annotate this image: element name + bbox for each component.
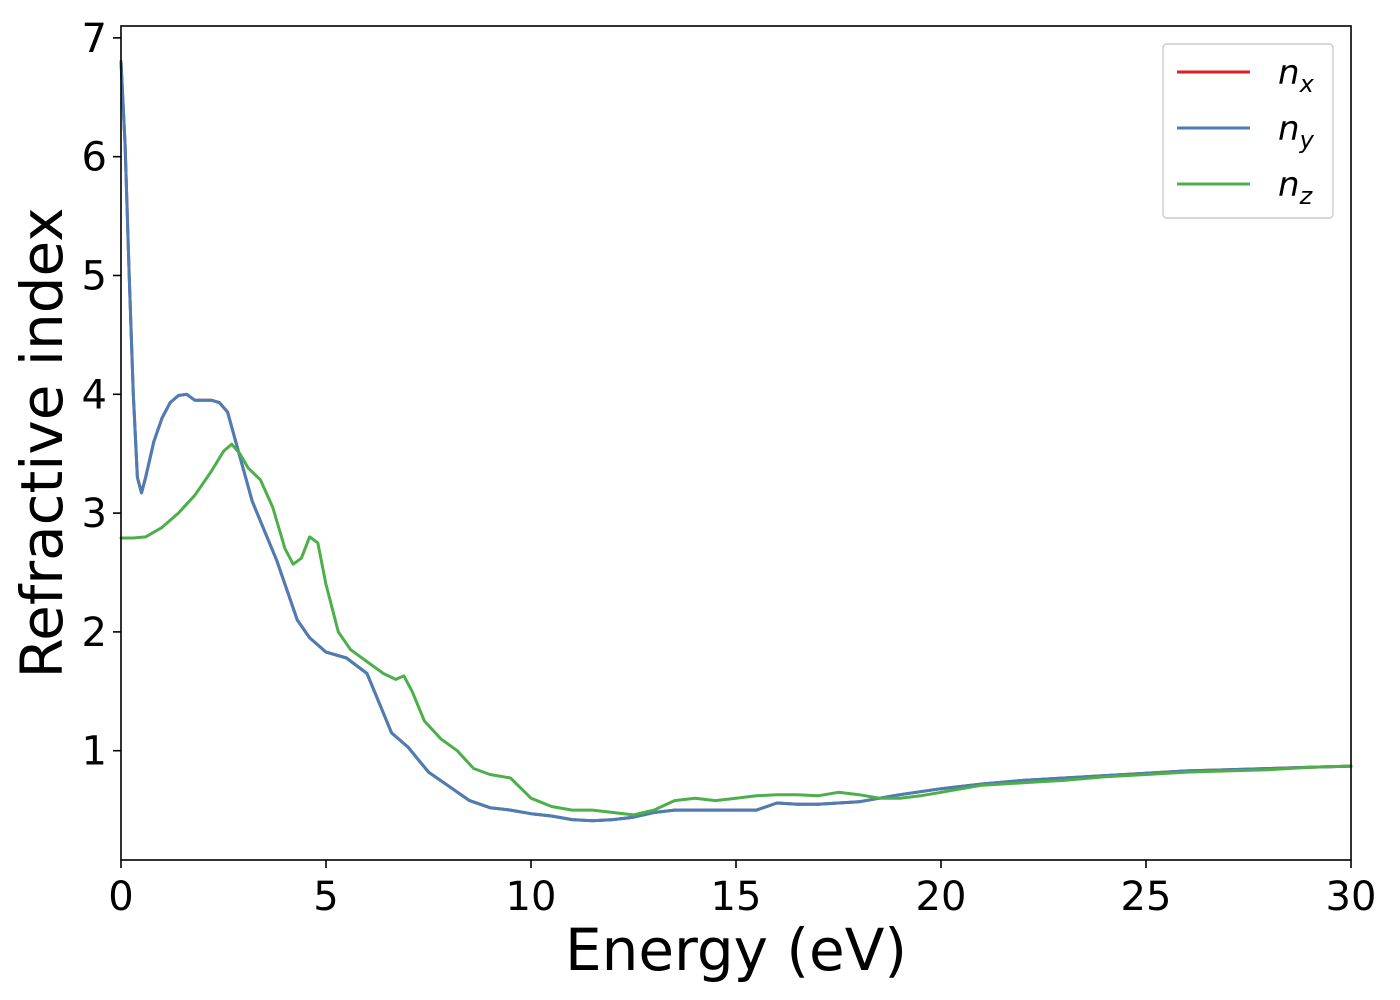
x-tick-label: 15 <box>711 874 762 920</box>
legend-label-base: n <box>1278 165 1300 205</box>
x-tick-label: 10 <box>506 874 557 920</box>
x-tick-label: 5 <box>313 874 338 920</box>
legend-label-nz: nz <box>1278 165 1314 210</box>
legend-label-nx: nx <box>1278 53 1315 98</box>
x-tick-label: 30 <box>1326 874 1377 920</box>
y-tick-label: 2 <box>82 610 107 656</box>
legend-frame <box>1162 43 1334 219</box>
y-axis-ticks: 1 2 3 4 5 6 7 <box>82 16 121 775</box>
series-line-nz <box>119 442 1353 817</box>
y-tick-label: 6 <box>82 135 107 181</box>
y-tick-label: 1 <box>82 729 107 775</box>
legend-label-base: n <box>1278 53 1300 93</box>
legend-label-subscript: x <box>1299 70 1315 98</box>
x-tick-label: 0 <box>108 874 133 920</box>
legend-label-subscript: z <box>1299 182 1314 210</box>
x-tick-label: 20 <box>916 874 967 920</box>
series-line-ny <box>119 60 1353 823</box>
legend-label-base: n <box>1278 109 1300 149</box>
x-tick-label: 25 <box>1121 874 1172 920</box>
x-axis-title: Energy (eV) <box>565 916 907 984</box>
y-tick-label: 4 <box>82 372 107 418</box>
x-axis-ticks: 0 5 10 15 20 25 30 <box>108 860 1376 920</box>
y-tick-label: 3 <box>82 491 107 537</box>
legend-label-ny: ny <box>1278 109 1315 154</box>
y-axis-title: Refractive index <box>8 207 76 678</box>
y-tick-label: 7 <box>82 16 107 62</box>
y-tick-label: 5 <box>82 253 107 299</box>
legend-label-subscript: y <box>1299 126 1315 154</box>
series-layer <box>119 60 1353 823</box>
